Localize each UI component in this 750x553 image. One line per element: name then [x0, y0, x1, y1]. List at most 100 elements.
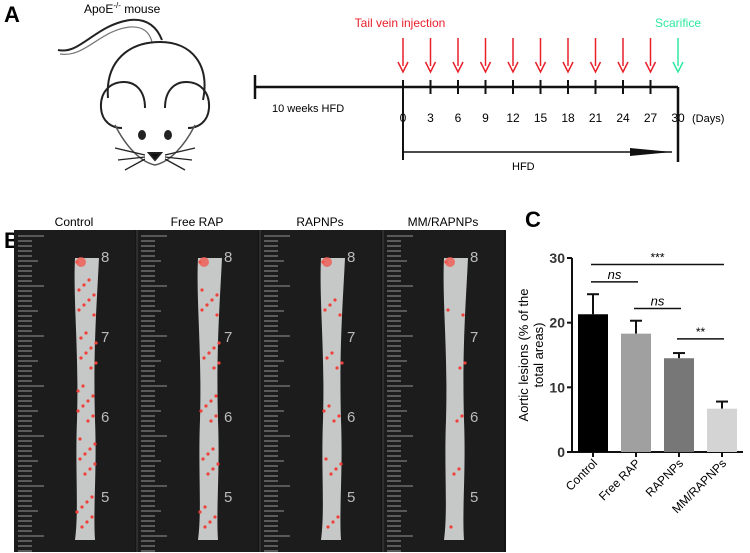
lesion-spot [338, 313, 342, 317]
ruler-number: 8 [347, 249, 355, 266]
lesion-spot [211, 447, 215, 451]
lesion-spot [336, 515, 340, 519]
day-label: 27 [644, 111, 658, 125]
lesion-spot [76, 257, 86, 267]
lesion-spot [203, 525, 207, 529]
lesion-spot [334, 467, 338, 471]
lesion-spot [94, 341, 98, 345]
lesion-spot [327, 404, 331, 408]
ruler-number: 7 [470, 329, 478, 346]
lesion-spot [211, 467, 215, 471]
injection-arrow-icon [479, 61, 492, 74]
y-tick-label: 30 [549, 250, 565, 266]
ruler-number: 6 [101, 409, 109, 426]
bar [664, 358, 694, 452]
mouse-label: ApoE-/- mouse [84, 1, 161, 16]
lesion-spot [84, 331, 88, 335]
lesion-spot [335, 366, 339, 370]
lesion-spot [337, 414, 341, 418]
injection-arrow-icon [507, 61, 519, 74]
lesion-spot [202, 356, 206, 360]
lesion-spot [213, 515, 217, 519]
ruler-number: 6 [224, 409, 232, 426]
significance-label: ns [651, 293, 665, 308]
lesion-spot [91, 414, 95, 418]
day-label: 9 [482, 111, 489, 125]
ruler-number: 7 [347, 329, 355, 346]
lesion-spot [77, 288, 81, 292]
lesion-spot [452, 472, 456, 476]
lesion-spot [86, 419, 90, 423]
lesion-spot [84, 351, 88, 355]
lesion-spot [80, 525, 84, 529]
x-tick-label: RAPNPs [643, 456, 686, 499]
bar [621, 333, 651, 452]
lesion-spot [90, 495, 94, 499]
lesion-spot [87, 298, 91, 302]
y-tick-label: 20 [549, 315, 565, 331]
lesion-spot [215, 313, 219, 317]
group-label: MM/RAPNPs [408, 215, 479, 229]
lesion-spot [322, 409, 326, 413]
group-label: Free RAP [171, 215, 224, 229]
hfd-label: HFD [512, 161, 535, 173]
lesion-spot [326, 525, 330, 529]
lesion-spot [199, 409, 203, 413]
ruler-number: 7 [101, 329, 109, 346]
x-tick-label: Free RAP [596, 456, 643, 503]
lesion-spot [89, 346, 93, 350]
day-label: 12 [506, 111, 520, 125]
lesion-spot [88, 467, 92, 471]
lesion-spot [90, 515, 94, 519]
y-tick-label: 10 [549, 379, 565, 395]
lesion-spot [325, 356, 329, 360]
ruler-number: 7 [224, 329, 232, 346]
ruler-number: 8 [470, 249, 478, 266]
lesion-spot [82, 283, 86, 287]
aorta [443, 258, 468, 540]
lesion-spot [217, 361, 221, 365]
lesion-spot [330, 351, 334, 355]
bar [578, 314, 608, 452]
lesion-spot [463, 361, 467, 365]
lesion-spot [331, 520, 335, 524]
lesion-spot [212, 346, 216, 350]
lesion-spot [207, 351, 211, 355]
lesion-spot [216, 462, 220, 466]
injection-arrow-icon [452, 61, 464, 74]
ruler-number: 5 [470, 489, 478, 506]
group-label: RAPNPs [296, 215, 343, 229]
lesion-spot [78, 437, 82, 441]
lesion-spot [83, 472, 87, 476]
lesion-spot [89, 366, 93, 370]
lesion-spot [199, 257, 209, 267]
pre-treatment-label: 10 weeks HFD [272, 103, 344, 115]
lesion-spot [328, 303, 332, 307]
injection-arrow-icon [397, 61, 409, 74]
day-label: 21 [589, 111, 603, 125]
lesion-spot [445, 257, 455, 267]
day-label: 24 [616, 111, 630, 125]
lesion-spot [76, 409, 80, 413]
lesion-spot [460, 414, 464, 418]
lesion-spot [79, 356, 83, 360]
lesion-spot [87, 278, 91, 282]
lesion-spot [446, 308, 450, 312]
lesion-spot [455, 419, 459, 423]
ruler-number: 5 [347, 489, 355, 506]
hfd-arrowhead [630, 148, 672, 156]
strip-background [260, 230, 381, 552]
sacrifice-arrow-icon [672, 61, 684, 74]
lesion-spot [88, 447, 92, 451]
lesion-spot [329, 472, 333, 476]
injection-arrow-icon [424, 61, 437, 74]
y-axis-label-line1: Aortic lesions (% of the [516, 289, 531, 422]
ruler-number: 8 [224, 249, 232, 266]
lesion-spot [214, 394, 218, 398]
lesion-spot [322, 257, 332, 267]
day-label: 3 [427, 111, 434, 125]
day-label: 15 [534, 111, 548, 125]
lesion-spot [449, 525, 453, 529]
